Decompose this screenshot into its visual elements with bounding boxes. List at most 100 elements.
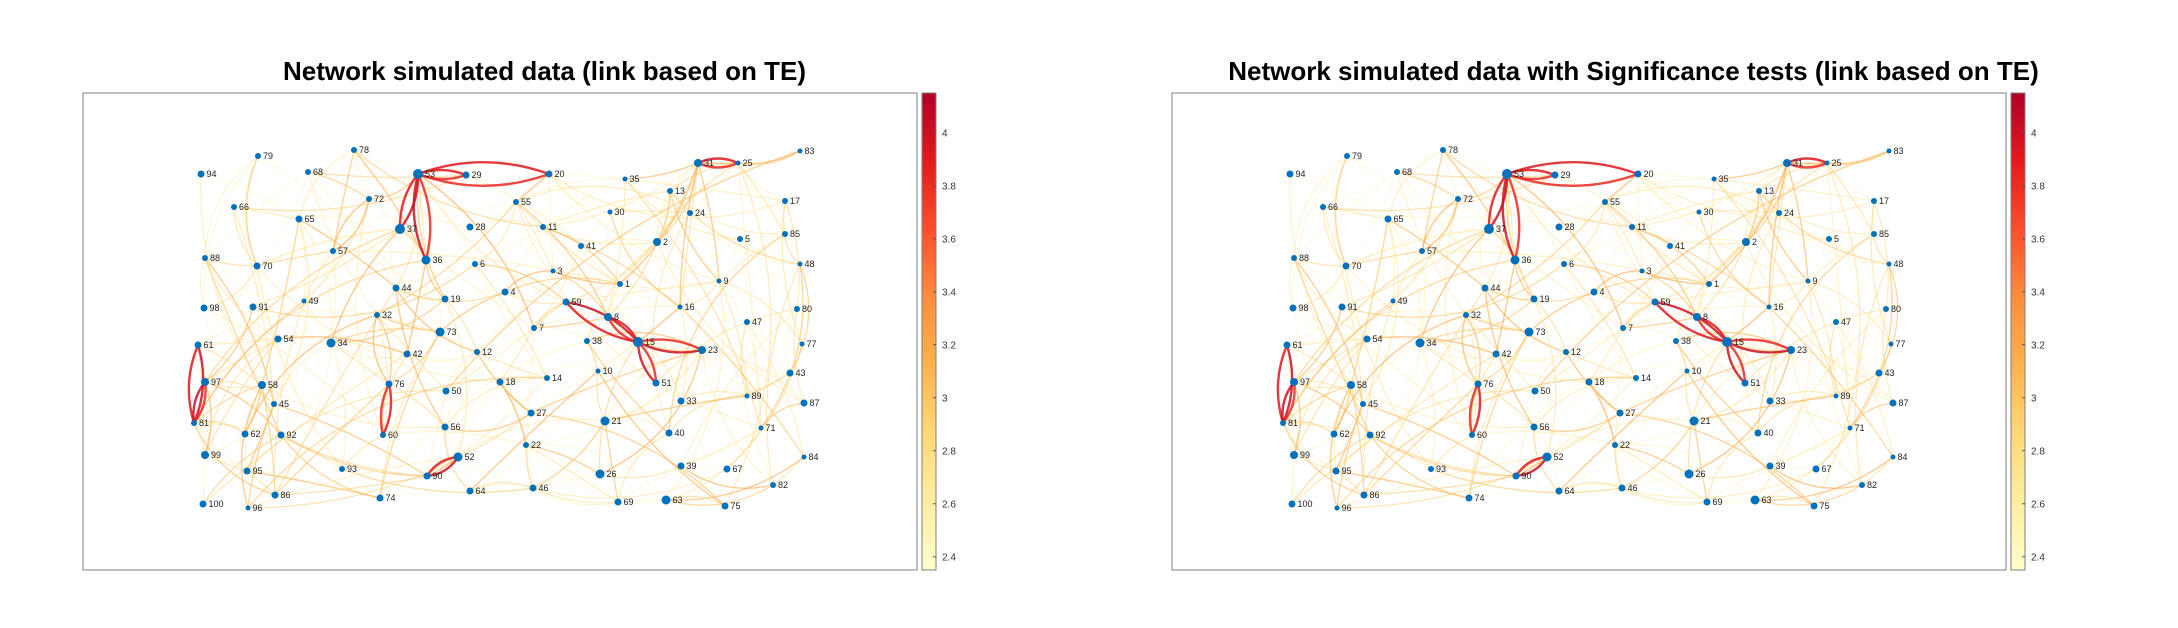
node-31 — [1783, 159, 1791, 167]
node-99 — [201, 451, 209, 459]
edge-55-6 — [1563, 201, 1606, 265]
node-40 — [665, 429, 673, 437]
colorbar-tick-label: 2.8 — [942, 446, 956, 457]
node-51 — [1741, 379, 1749, 387]
edge-18-59 — [1588, 301, 1656, 383]
node-label-52: 52 — [1554, 452, 1564, 462]
edge-87-80 — [1882, 308, 1894, 404]
node-label-70: 70 — [263, 261, 273, 271]
edge-31-11 — [1631, 162, 1788, 228]
node-4 — [1590, 288, 1598, 296]
node-24 — [1776, 210, 1782, 216]
edge-81-45 — [193, 401, 275, 424]
edge-28-20 — [469, 173, 550, 228]
edge-21-23 — [1693, 349, 1792, 422]
node-32 — [374, 312, 380, 318]
edge-70-91 — [252, 265, 259, 308]
edge-8-7 — [1622, 316, 1698, 329]
edge-25-24 — [1778, 162, 1828, 214]
edge-70-57 — [256, 250, 334, 267]
node-label-11: 11 — [1637, 222, 1646, 232]
edge-59-7 — [1622, 301, 1656, 329]
edge-65-34 — [1387, 218, 1422, 344]
edge-37-70 — [1345, 228, 1490, 267]
edge-71-82 — [1849, 427, 1863, 486]
node-label-58: 58 — [268, 380, 278, 390]
edge-61-100 — [197, 344, 205, 505]
node-label-18: 18 — [1595, 377, 1605, 387]
edge-53-7 — [417, 173, 535, 329]
edge-88-54 — [1293, 257, 1368, 340]
node-23 — [698, 346, 706, 354]
edge-9-59 — [565, 280, 720, 303]
node-label-28: 28 — [1565, 222, 1575, 232]
node-label-23: 23 — [1797, 345, 1807, 355]
node-label-47: 47 — [752, 317, 762, 327]
edge-25-83 — [737, 150, 801, 166]
edge-41-16 — [580, 245, 681, 308]
node-48 — [1886, 261, 1892, 267]
node-label-73: 73 — [1536, 327, 1546, 337]
edge-92-100 — [1291, 434, 1371, 505]
edge-49-98 — [203, 300, 305, 313]
node-label-44: 44 — [402, 283, 412, 293]
node-8 — [1693, 313, 1701, 321]
edge-65-94 — [1289, 173, 1389, 220]
edge-82-39 — [1769, 465, 1863, 489]
edge-92-90 — [280, 434, 428, 477]
node-label-7: 7 — [1628, 323, 1633, 333]
edge-92-100 — [202, 434, 282, 505]
node-7 — [1620, 325, 1626, 331]
edge-48-24 — [689, 212, 801, 265]
edge-33-43 — [680, 372, 791, 402]
edge-70-18 — [256, 265, 501, 383]
edge-78-72 — [353, 149, 370, 200]
edge-71-63 — [1754, 427, 1851, 501]
strong-edge-53-36 — [416, 173, 432, 261]
node-25 — [1824, 160, 1830, 166]
edge-32-68 — [307, 171, 378, 316]
edge-80-47 — [746, 308, 798, 323]
colorbar-tick-label: 3 — [2031, 393, 2037, 404]
node-9 — [1805, 278, 1811, 284]
edge-27-56 — [1533, 412, 1621, 432]
edge-5-48 — [739, 238, 801, 265]
edge-40-89 — [1757, 395, 1837, 434]
node-90 — [423, 472, 431, 480]
node-label-55: 55 — [1610, 197, 1620, 207]
edge-88-92 — [204, 257, 282, 436]
node-72 — [366, 196, 372, 202]
node-32 — [1463, 312, 1469, 318]
edge-17-20 — [1637, 173, 1875, 219]
edge-78-11 — [353, 149, 544, 228]
node-36 — [421, 255, 431, 265]
node-label-60: 60 — [388, 430, 398, 440]
node-55 — [513, 199, 519, 205]
node-28 — [1555, 223, 1563, 231]
edge-72-57 — [1421, 198, 1459, 252]
node-label-95: 95 — [1342, 466, 1352, 476]
node-label-29: 29 — [472, 170, 482, 180]
edge-56-76 — [388, 383, 446, 428]
node-label-75: 75 — [731, 501, 741, 511]
edge-35-4 — [1593, 178, 1715, 293]
edge-97-45 — [1293, 380, 1364, 405]
node-label-100: 100 — [1298, 499, 1313, 509]
edge-13-85 — [669, 190, 786, 235]
node-label-94: 94 — [1296, 169, 1306, 179]
node-label-16: 16 — [685, 302, 695, 312]
node-label-26: 26 — [607, 469, 617, 479]
edge-20-9 — [548, 173, 720, 282]
node-3 — [1639, 268, 1645, 274]
node-label-15: 15 — [645, 337, 655, 347]
node-label-57: 57 — [1427, 246, 1437, 256]
edge-78-65 — [1387, 149, 1444, 220]
edge-22-18 — [499, 381, 527, 446]
node-label-56: 56 — [451, 422, 461, 432]
edge-78-53 — [1442, 149, 1508, 175]
node-67 — [1812, 465, 1820, 473]
edge-1-57 — [332, 250, 621, 285]
edge-55-24 — [515, 185, 691, 214]
node-61 — [194, 341, 202, 349]
node-39 — [1766, 462, 1774, 470]
